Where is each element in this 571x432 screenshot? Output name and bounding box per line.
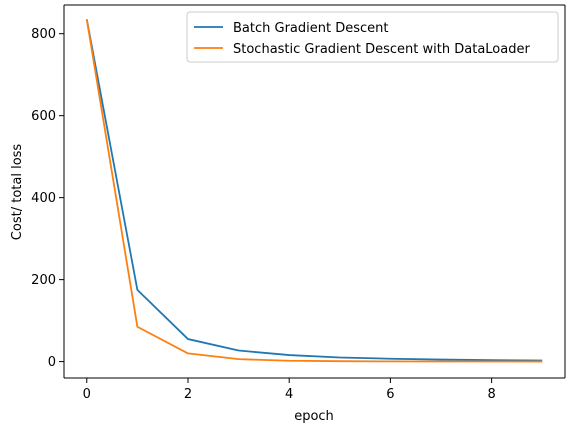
x-tick-label: 0 — [83, 387, 91, 402]
y-tick-label: 200 — [31, 273, 56, 288]
x-tick-label: 2 — [184, 387, 192, 402]
y-tick-label: 600 — [31, 109, 56, 124]
y-tick-label: 0 — [48, 355, 56, 370]
legend-label-stochastic: Stochastic Gradient Descent with DataLoa… — [233, 42, 530, 57]
y-tick-label: 800 — [31, 27, 56, 42]
x-axis-label: epoch — [294, 409, 334, 424]
legend: Batch Gradient Descent Stochastic Gradie… — [186, 11, 559, 63]
legend-frame — [186, 11, 559, 63]
y-ticks: 0 200 400 600 800 — [31, 27, 64, 370]
series-layer — [85, 19, 543, 363]
series-line-stochastic — [85, 19, 543, 363]
series-line-batch — [85, 19, 543, 362]
y-tick-label: 400 — [31, 191, 56, 206]
x-tick-label: 8 — [487, 387, 495, 402]
x-ticks: 0 2 4 6 8 — [83, 378, 496, 402]
axes-frame — [63, 4, 566, 379]
y-axis-label: Cost/ total loss — [10, 144, 25, 241]
x-tick-label: 4 — [285, 387, 293, 402]
plot-area — [64, 5, 565, 378]
x-tick-label: 6 — [386, 387, 394, 402]
legend-label-batch: Batch Gradient Descent — [233, 21, 388, 36]
